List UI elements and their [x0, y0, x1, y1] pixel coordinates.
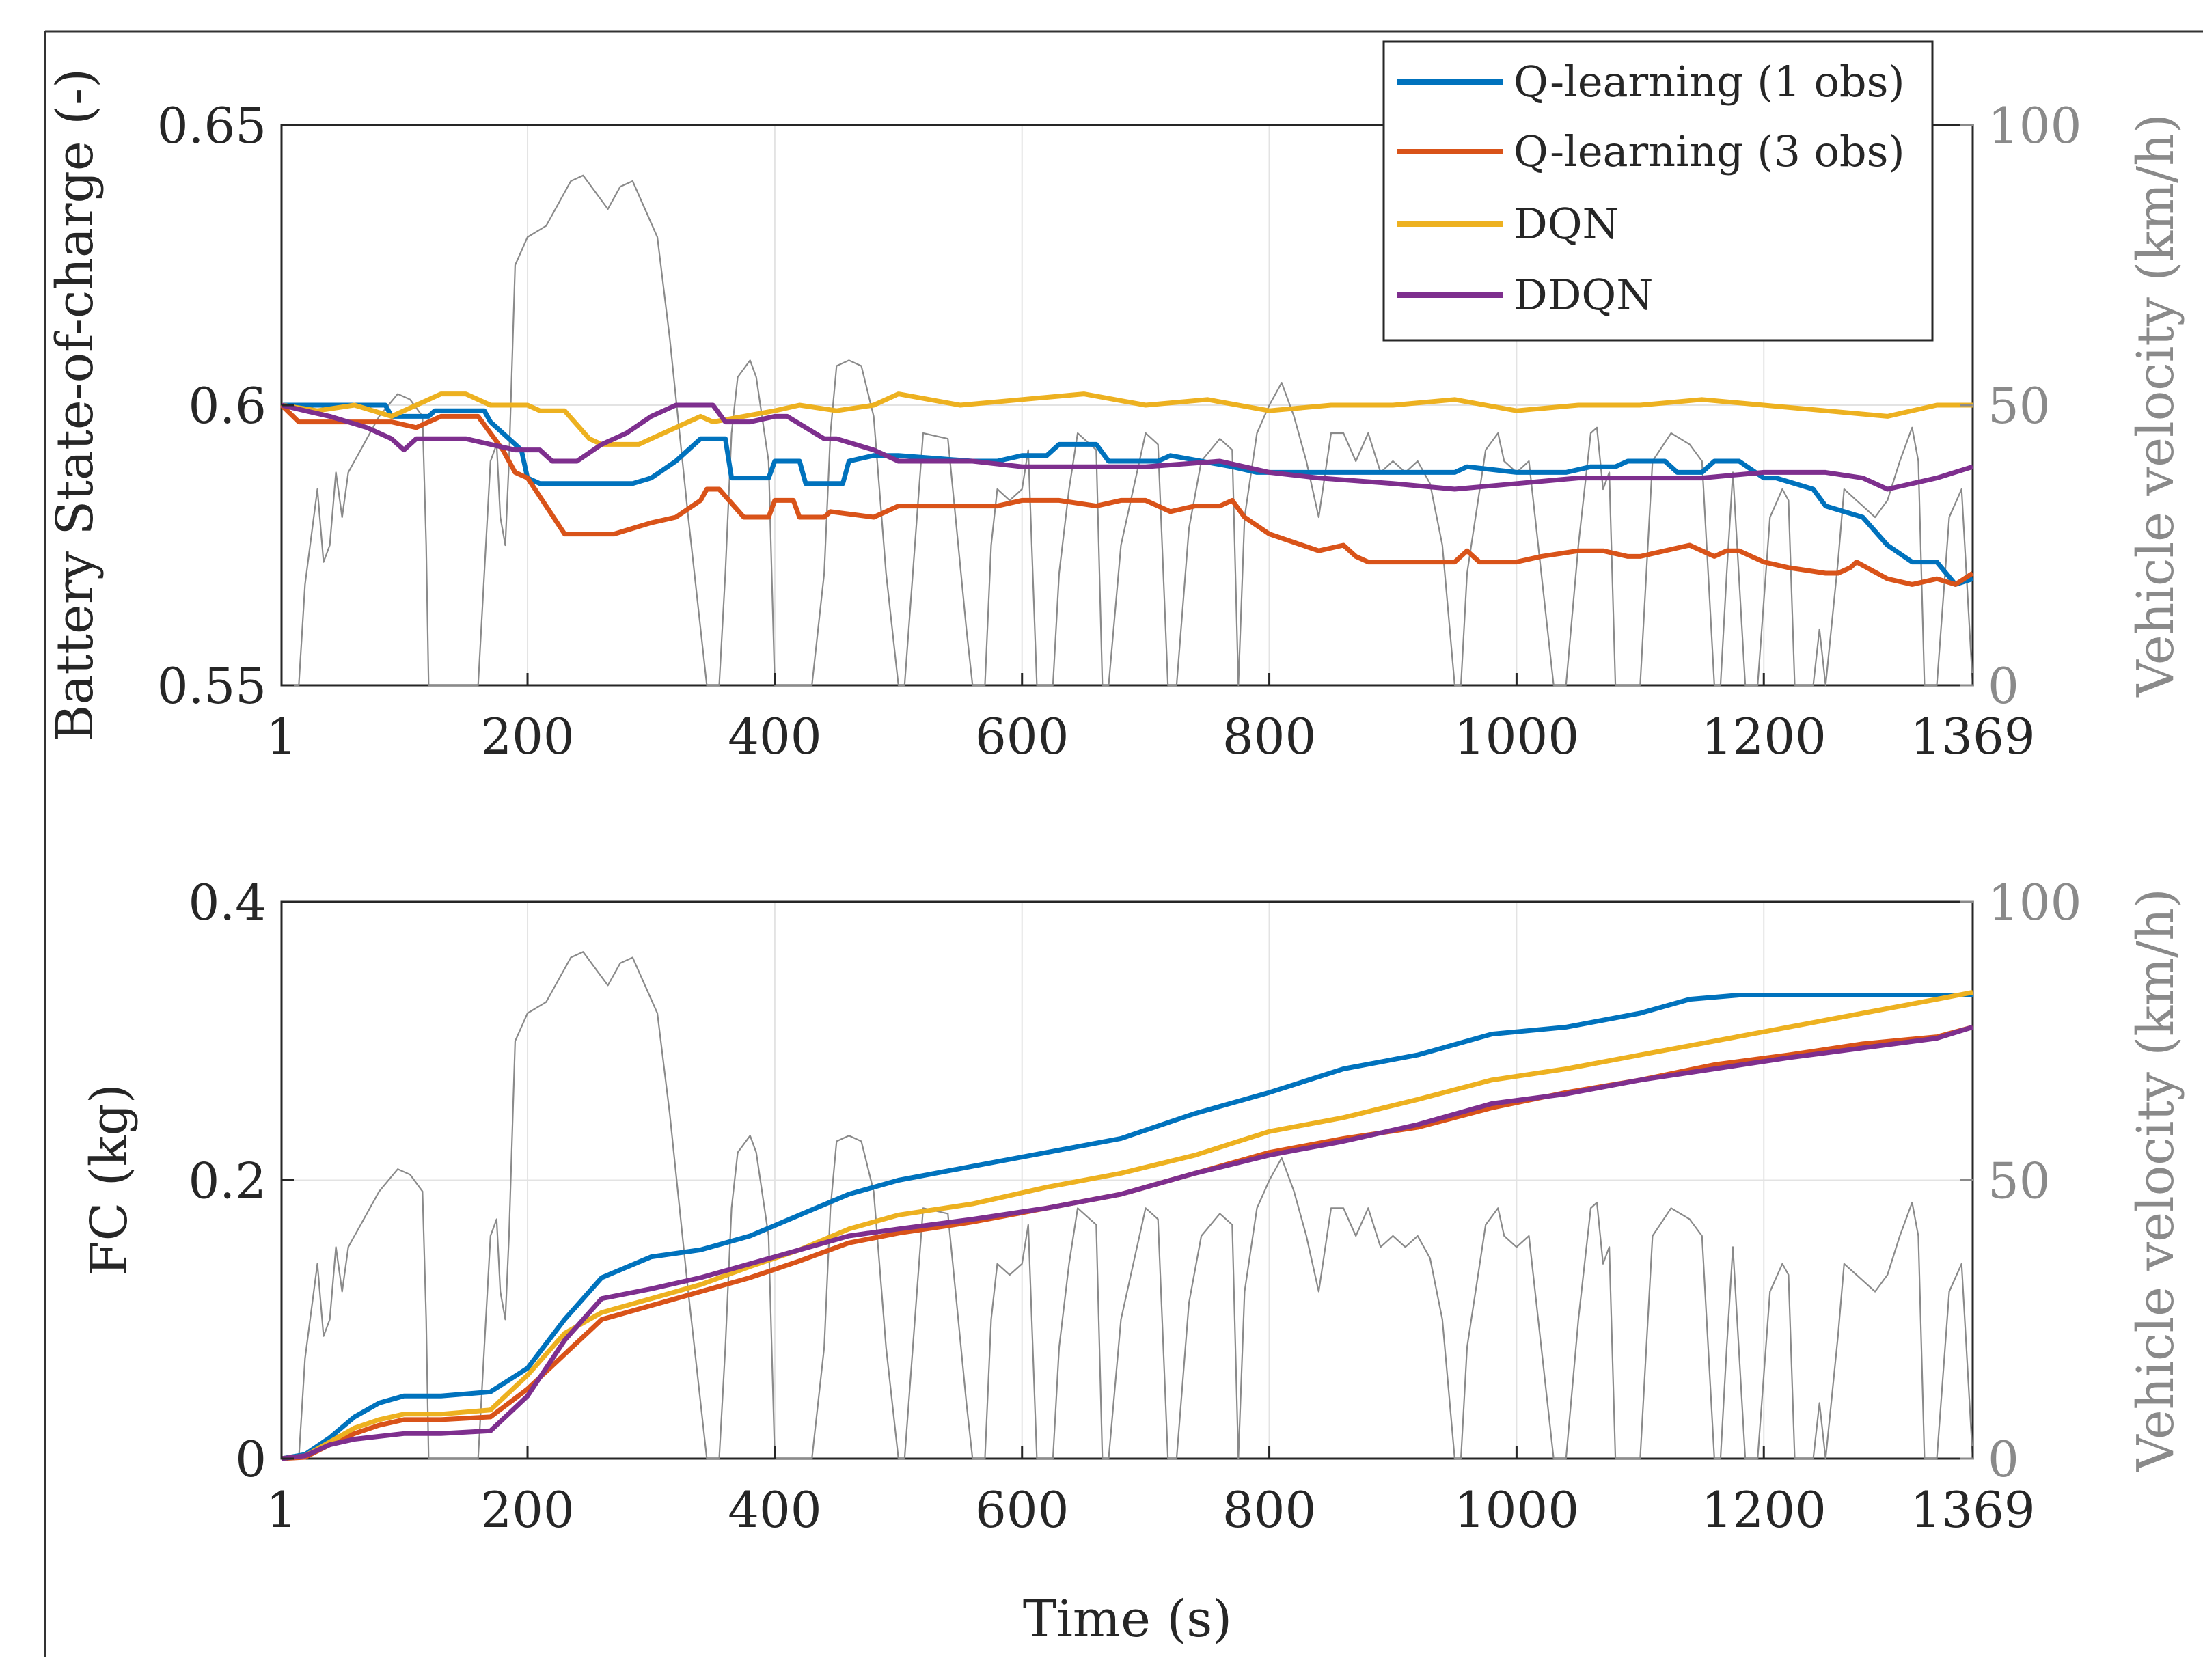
fc-xtick-label-1: 1 [266, 1481, 297, 1539]
fc-xtick-label-600: 600 [975, 1481, 1069, 1539]
fc-series-layer [281, 989, 1974, 1461]
soc-right-axis-label: Vehicle velocity (km/h) [2126, 113, 2185, 698]
fc-series-dqn [281, 989, 1973, 1461]
fc-right-tick-label-50: 50 [1988, 1153, 2051, 1210]
soc-right-tick-label-0: 0 [1988, 657, 2019, 715]
soc-ytick-label-0.65: 0.65 [157, 97, 266, 154]
fc-xtick-label-1000: 1000 [1454, 1481, 1579, 1539]
fc-right-tick-label-100: 100 [1988, 874, 2081, 931]
fc-xtick-label-400: 400 [728, 1481, 821, 1539]
soc-ytick-label-0.55: 0.55 [157, 657, 266, 715]
soc-xtick-label-200: 200 [480, 708, 574, 765]
fc-velocity-layer [282, 951, 1974, 1460]
soc-series-q-learning-1-obs [282, 402, 1974, 587]
soc-velocity-layer [282, 174, 1974, 687]
soc-xtick-label-600: 600 [975, 708, 1069, 765]
soc-xtick-label-1: 1 [266, 708, 297, 765]
fc-velocity-line [282, 951, 1974, 1460]
soc-velocity-line [282, 174, 1974, 687]
fc-series-q-learning-3-obs [281, 1025, 1973, 1461]
fc-series-q-learning-1-obs [281, 993, 1973, 1461]
soc-xtick-label-1000: 1000 [1454, 708, 1579, 765]
soc-series-q-learning-3-obs [279, 403, 1974, 587]
soc-series-dqn [281, 391, 1973, 447]
fc-ytick-label-0.4: 0.4 [188, 874, 266, 931]
legend-label-q3: Q-learning (3 obs) [1514, 126, 1905, 176]
legend: Q-learning (1 obs) Q-learning (3 obs) DQ… [1382, 40, 1934, 342]
legend-label-q1: Q-learning (1 obs) [1514, 57, 1905, 107]
soc-right-tick-label-100: 100 [1988, 97, 2081, 154]
fc-right-axis-label: Vehicle velocity (km/h) [2126, 888, 2185, 1472]
soc-xtick-label-400: 400 [728, 708, 821, 765]
fc-right-tick-label-0: 0 [1988, 1431, 2019, 1488]
fc-xtick-label-1369: 1369 [1910, 1481, 2035, 1539]
soc-right-tick-label-50: 50 [1988, 377, 2051, 435]
soc-ticks: 1 200 400 600 800 1000 1200 13690.550.60.650501… [157, 97, 2082, 765]
fc-xtick-label-1200: 1200 [1701, 1481, 1826, 1539]
legend-label-dqn: DQN [1514, 199, 1619, 249]
soc-ytick-label-0.6: 0.6 [188, 377, 266, 435]
fc-series-ddqn [281, 1025, 1974, 1461]
x-axis-label: Time (s) [1023, 1590, 1232, 1649]
fc-xtick-label-800: 800 [1222, 1481, 1316, 1539]
fc-ytick-label-0.2: 0.2 [188, 1153, 266, 1210]
soc-series-ddqn [281, 402, 1974, 492]
fc-xtick-label-200: 200 [480, 1481, 574, 1539]
soc-xtick-label-800: 800 [1222, 708, 1316, 765]
soc-y-axis-label: Battery State-of-charge (-) [46, 68, 105, 742]
soc-panel: 1 200 400 600 800 1000 1200 13690.550.60.650501… [46, 68, 2185, 765]
fc-y-axis-label: FC (kg) [80, 1084, 139, 1276]
fc-grid [282, 902, 1973, 1459]
soc-xtick-label-1369: 1369 [1910, 708, 2035, 765]
soc-series-layer [279, 391, 1974, 587]
legend-box [1382, 40, 1934, 342]
fc-ytick-label-0: 0 [235, 1431, 266, 1488]
soc-xtick-label-1200: 1200 [1701, 708, 1826, 765]
legend-label-ddqn: DDQN [1514, 270, 1654, 320]
